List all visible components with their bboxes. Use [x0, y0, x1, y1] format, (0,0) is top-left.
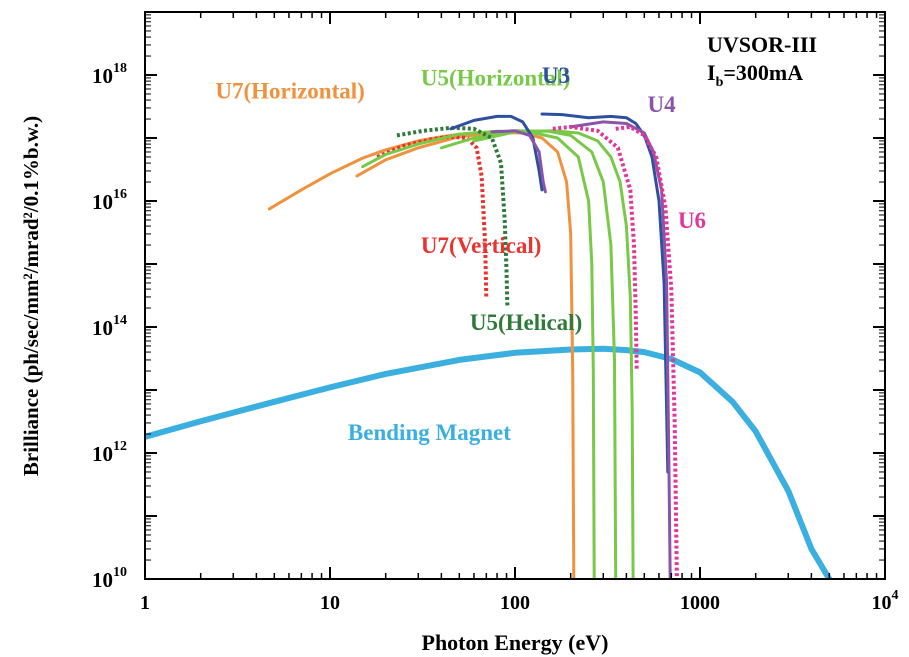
beam-current-value: =300mA: [723, 60, 803, 85]
y-tick-label: 1014: [92, 313, 127, 340]
beam-current-subscript: b: [716, 75, 724, 90]
series-line-u5-horizontal-1: [361, 129, 596, 579]
series-line-u3-1: [449, 114, 544, 192]
machine-label: UVSOR-III: [707, 32, 817, 57]
x-tick-label: 1000: [680, 592, 720, 614]
series-layer: [145, 112, 833, 579]
x-axis-title: Photon Energy (eV): [422, 630, 609, 655]
beam-current-label: Ib=300mA: [707, 60, 803, 90]
series-label-u5-horizontal: U5(Horizontal): [421, 66, 570, 91]
series-line-u5-helical: [396, 125, 510, 309]
y-tick-label: 1016: [92, 187, 127, 214]
tick-layer: 1 10 100 1000 104 1010 1012 1014 1016 1018: [92, 12, 899, 614]
series-label-u3: U3: [542, 63, 570, 88]
series-line-u5-horizontal-2: [439, 129, 618, 579]
y-tick-label: 1012: [92, 439, 127, 466]
beam-current-symbol: I: [707, 60, 716, 85]
x-tick-label: 100: [500, 592, 530, 614]
series-line-u6-1: [552, 124, 639, 372]
series-line-u6-2: [615, 124, 679, 579]
x-tick-label: 104: [872, 588, 899, 614]
series-label-u7-horizontal: U7(Horizontal): [215, 79, 364, 104]
y-axis-title: Brilliance (ph/sec/mm²/mrad²/0.1%b.w.): [19, 116, 43, 476]
series-line-u5-horizontal-3: [472, 129, 635, 579]
x-tick-label: 1: [140, 592, 150, 614]
series-label-u7-vertical: U7(Vertical): [421, 233, 542, 258]
series-label-u4: U4: [647, 92, 676, 117]
series-label-u5-helical: U5(Helical): [470, 310, 582, 335]
series-label-u6: U6: [678, 208, 706, 233]
y-tick-label: 1018: [92, 61, 127, 88]
series-label-layer: Bending Magnet U7(Horizontal) U7(Vertical)…: [215, 63, 706, 445]
series-label-bending-magnet: Bending Magnet: [348, 420, 511, 445]
y-tick-label: 1010: [92, 565, 127, 592]
series-line-u4-1: [490, 129, 547, 194]
x-tick-label: 10: [320, 592, 340, 614]
